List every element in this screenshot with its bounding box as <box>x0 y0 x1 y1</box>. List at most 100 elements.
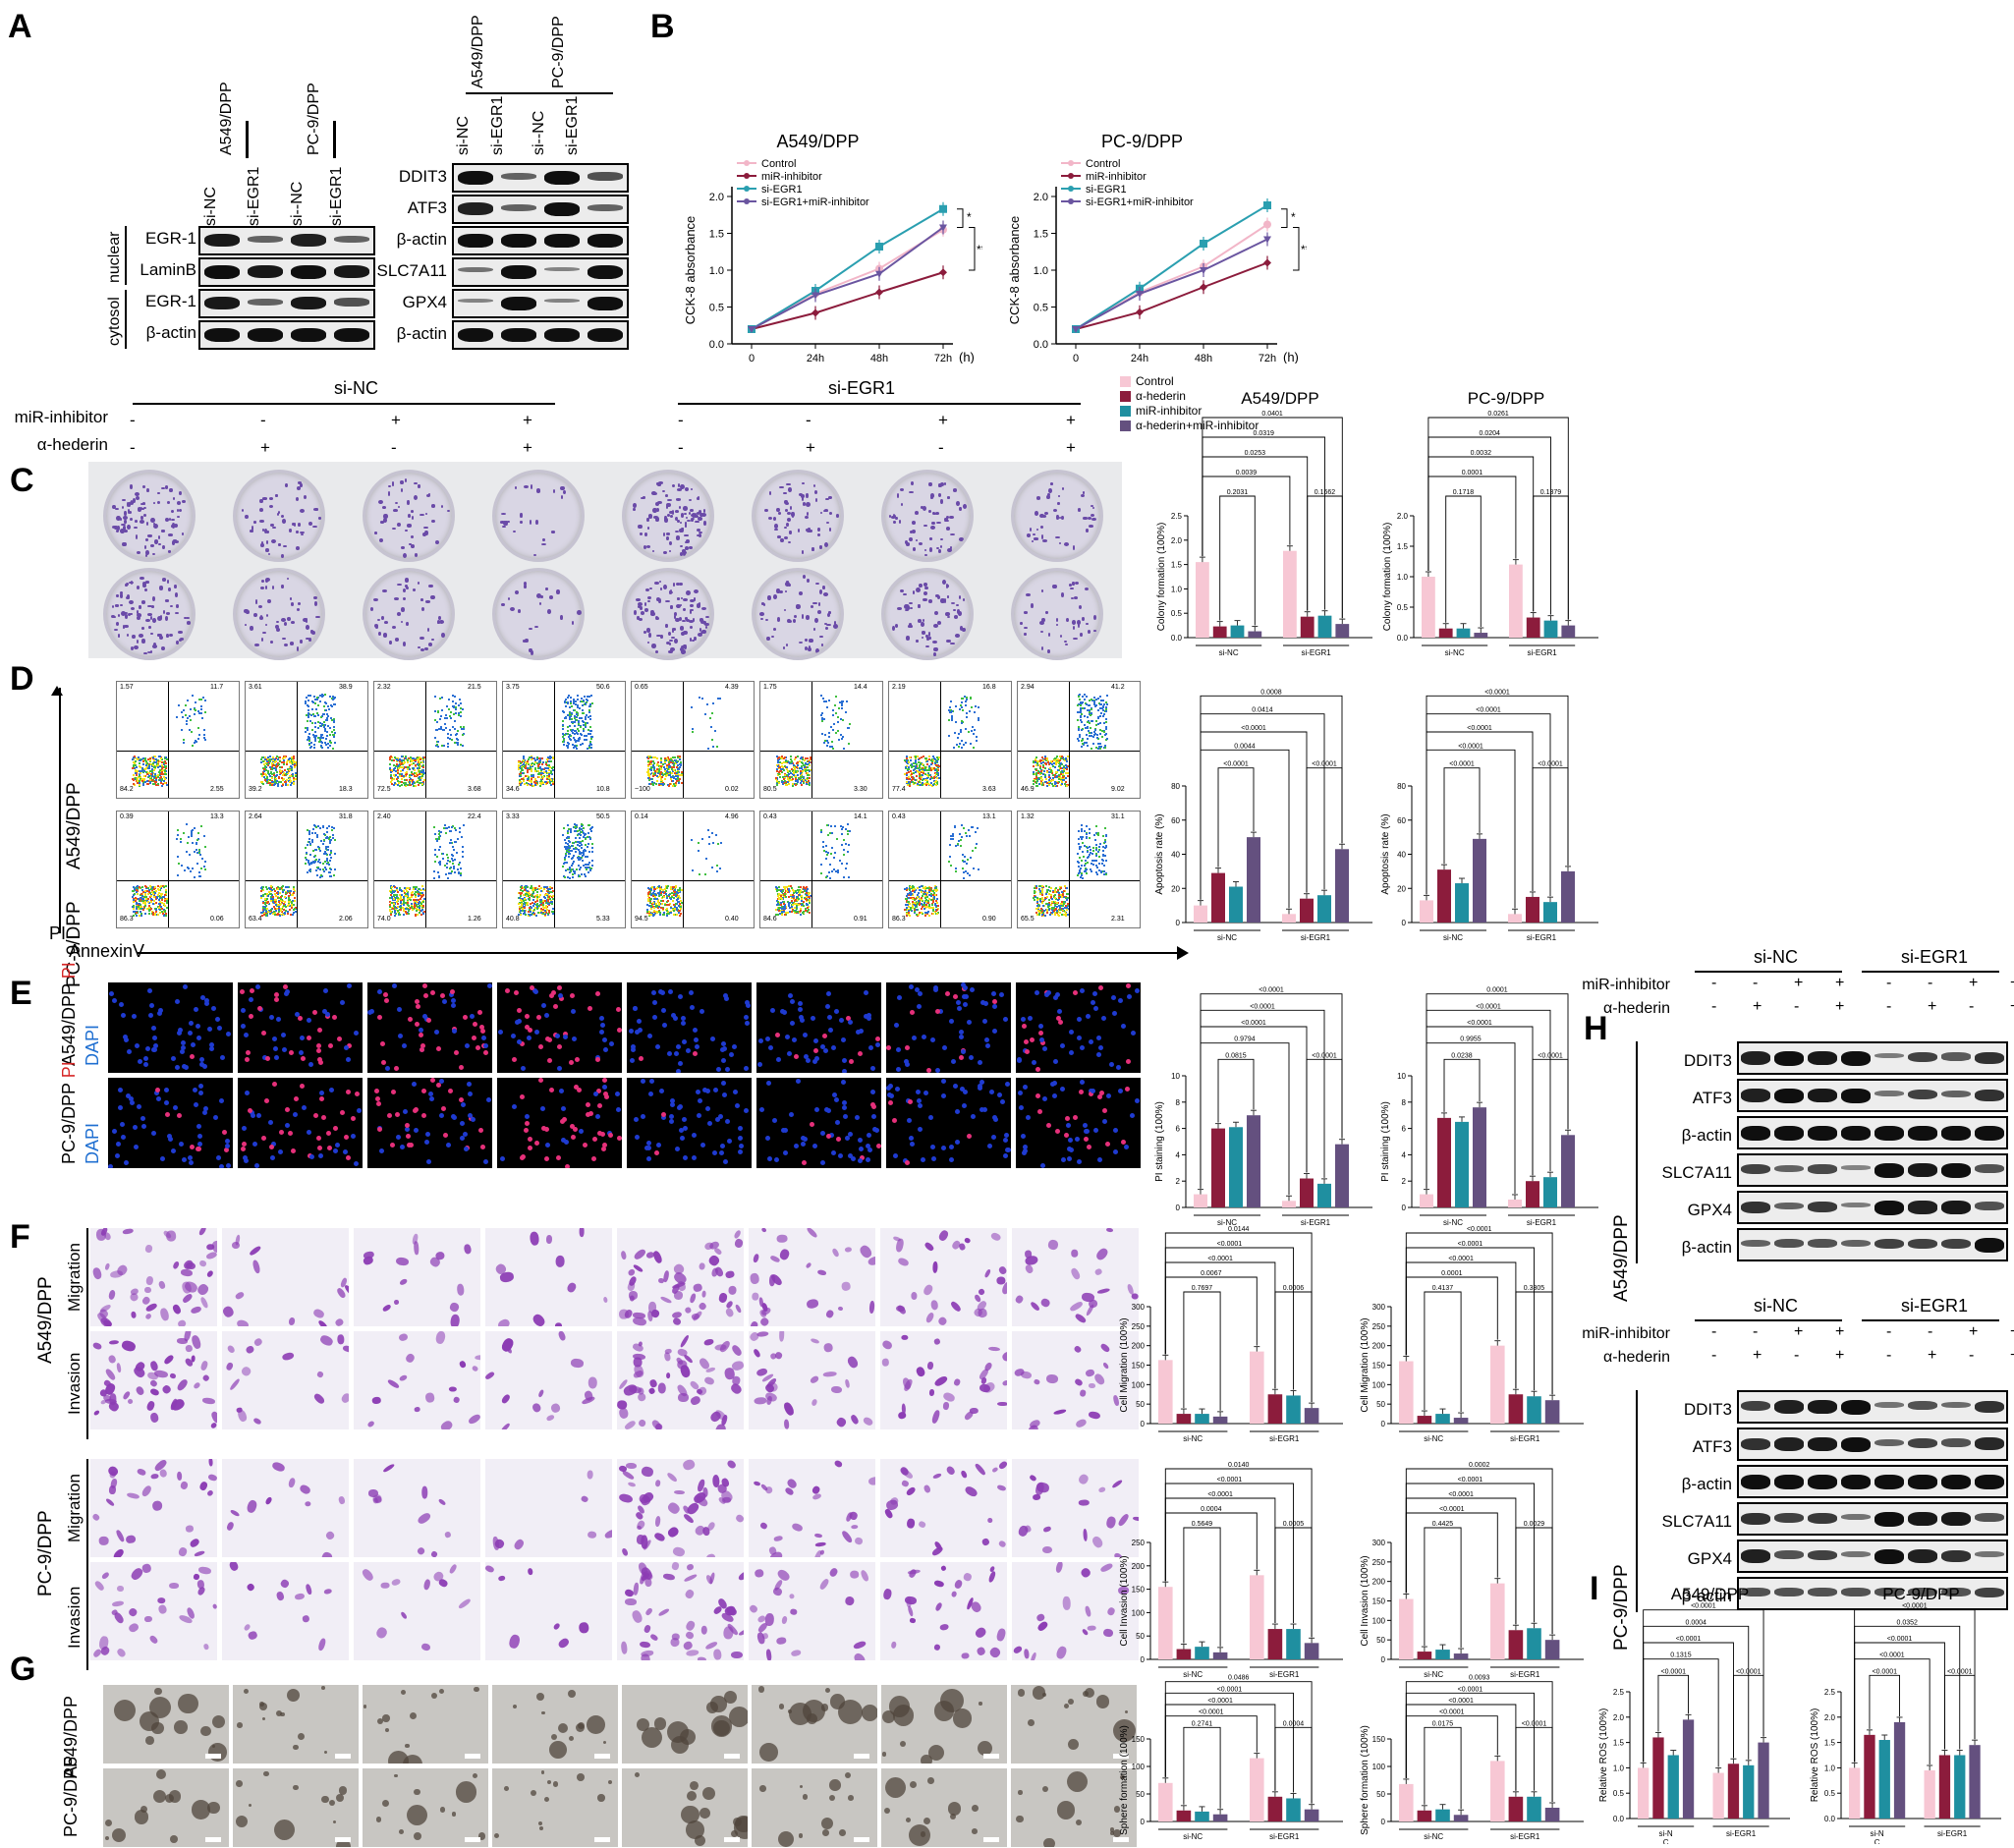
colony-dot <box>297 523 302 527</box>
colony-dot <box>258 605 263 609</box>
flow-dot <box>1102 730 1105 733</box>
flow-dot <box>1090 712 1092 715</box>
flow-dot <box>406 771 409 774</box>
flow-dot <box>163 770 166 773</box>
colony-dot <box>638 524 643 530</box>
blot-band <box>204 265 240 279</box>
flow-dot <box>1062 775 1065 778</box>
flow-dot <box>819 714 822 717</box>
sign: + <box>806 438 815 458</box>
flow-dot <box>318 862 321 865</box>
colony-dot <box>915 639 919 644</box>
colony-dot <box>377 631 381 636</box>
flow-dot <box>974 729 977 732</box>
flow-dot <box>307 709 309 712</box>
colony-dot <box>306 637 309 641</box>
colony-dot <box>145 488 149 492</box>
colony-dot <box>1058 541 1061 545</box>
flow-dot <box>904 772 907 775</box>
colony-dot <box>922 506 926 512</box>
flow-dot <box>1089 709 1091 712</box>
flow-dot <box>275 909 278 912</box>
colony-dot <box>130 484 133 489</box>
series-line <box>1075 204 1268 330</box>
colony-dot <box>141 627 144 630</box>
colony-dot <box>1061 487 1065 491</box>
colony-dot <box>665 532 671 535</box>
flow-dot <box>956 737 959 739</box>
colony-dot <box>404 585 408 588</box>
colony-dot <box>501 525 506 528</box>
colony-dot <box>315 508 318 511</box>
flow-dot <box>280 765 283 768</box>
flow-dot <box>152 776 155 779</box>
flow-dot <box>147 910 150 913</box>
colony-dot <box>136 609 140 615</box>
header-pc9-right: PC-9/DPP <box>550 16 568 88</box>
flow-dot <box>789 757 792 760</box>
colony-dot <box>161 646 165 651</box>
flow-dot <box>274 903 277 906</box>
colony-dot <box>1032 532 1035 536</box>
colony-dot <box>633 610 637 616</box>
colony-dot <box>280 515 284 519</box>
flow-dot <box>195 701 197 704</box>
flow-dot <box>801 780 804 783</box>
flow-dot <box>147 891 150 894</box>
colony-dot <box>703 521 706 526</box>
colony-dot <box>421 532 426 536</box>
colony-dot <box>529 627 533 630</box>
flow-dot <box>159 911 162 914</box>
flow-dot <box>1091 698 1093 700</box>
colony-dot <box>813 490 818 495</box>
flow-dot <box>200 858 203 861</box>
y-tick-label: 2.0 <box>1034 192 1048 203</box>
flow-dot <box>531 770 533 773</box>
colony-dot <box>270 641 274 644</box>
flow-dot <box>677 768 680 771</box>
flow-dot <box>1080 701 1083 704</box>
flow-dot <box>314 701 317 704</box>
colony-dot <box>130 500 134 503</box>
quadrant-value: 21.5 <box>468 684 481 691</box>
flow-dot <box>314 739 317 742</box>
colony-dish <box>492 470 585 562</box>
flow-dot <box>312 744 315 747</box>
colony-dot <box>145 618 151 623</box>
flow-plot: 0.39 13.3 86.3 0.06 <box>116 811 240 928</box>
lane-label: si-EGR1 <box>564 96 582 155</box>
colony-dot <box>669 515 674 519</box>
colony-dot <box>760 618 763 621</box>
flow-dot <box>671 768 674 771</box>
flow-dot <box>325 860 328 863</box>
blot-label-ddit3: DDIT3 <box>373 167 447 187</box>
flow-dot <box>566 747 569 750</box>
flow-dot <box>660 759 663 762</box>
colony-dot <box>1092 629 1097 632</box>
colony-dot <box>684 545 689 550</box>
blot-band <box>544 328 580 342</box>
colony-dot <box>902 592 907 596</box>
colony-dot <box>923 597 928 602</box>
flow-plot: 2.40 22.4 74.0 1.26 <box>373 811 497 928</box>
colony-dot <box>126 583 130 587</box>
blot-band <box>458 234 493 248</box>
colony-dot <box>136 612 141 617</box>
quadrant-value: 46.9 <box>1021 786 1035 793</box>
colony-dot <box>674 516 679 521</box>
flow-dot <box>910 758 913 761</box>
colony-dot <box>143 651 148 655</box>
colony-dot <box>787 618 792 623</box>
colony-dot <box>117 634 121 638</box>
colony-dot <box>382 588 387 592</box>
colony-dot <box>394 597 400 601</box>
flow-dot <box>281 888 284 891</box>
colony-dot <box>933 646 938 652</box>
flow-dot <box>796 756 799 757</box>
flow-dot <box>1092 702 1095 705</box>
colony-dot <box>538 601 542 605</box>
flow-dot <box>198 733 201 736</box>
colony-dot <box>272 526 277 530</box>
colony-dot <box>835 514 840 518</box>
flow-dot <box>199 868 202 870</box>
